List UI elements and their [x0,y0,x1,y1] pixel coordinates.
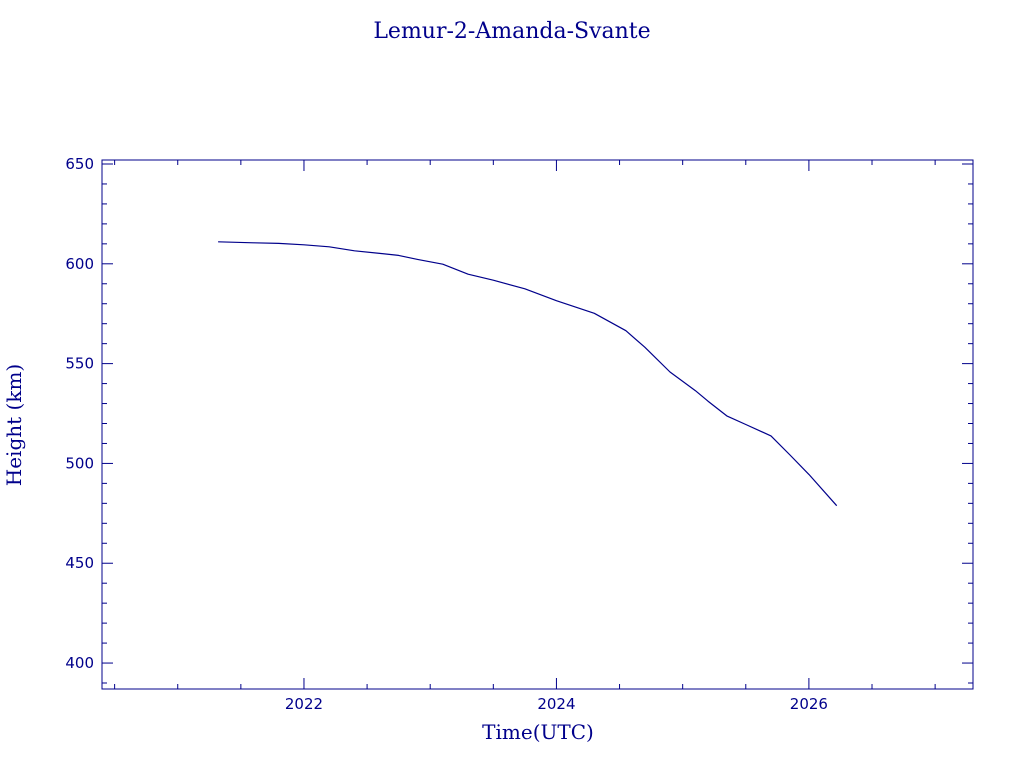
x-tick-label: 2022 [285,695,323,713]
y-tick-label: 600 [65,255,94,273]
x-tick-label: 2024 [537,695,575,713]
y-tick-label: 400 [65,654,94,672]
y-tick-label: 650 [65,155,94,173]
y-tick-label: 550 [65,355,94,373]
ticks-layer [102,160,973,689]
y-axis-label: Height (km) [2,364,26,486]
chart-title: Lemur-2-Amanda-Svante [373,19,650,44]
tick-labels-layer: 400 450 500 550 600 650 2022 2024 2026 [65,155,828,713]
series-layer [218,241,838,507]
x-axis-label: Time(UTC) [482,720,594,744]
y-tick-label: 500 [65,454,94,472]
plot-frame [101,159,974,690]
y-tick-label: 450 [65,554,94,572]
height-series-line [218,241,838,507]
x-tick-label: 2026 [790,695,828,713]
